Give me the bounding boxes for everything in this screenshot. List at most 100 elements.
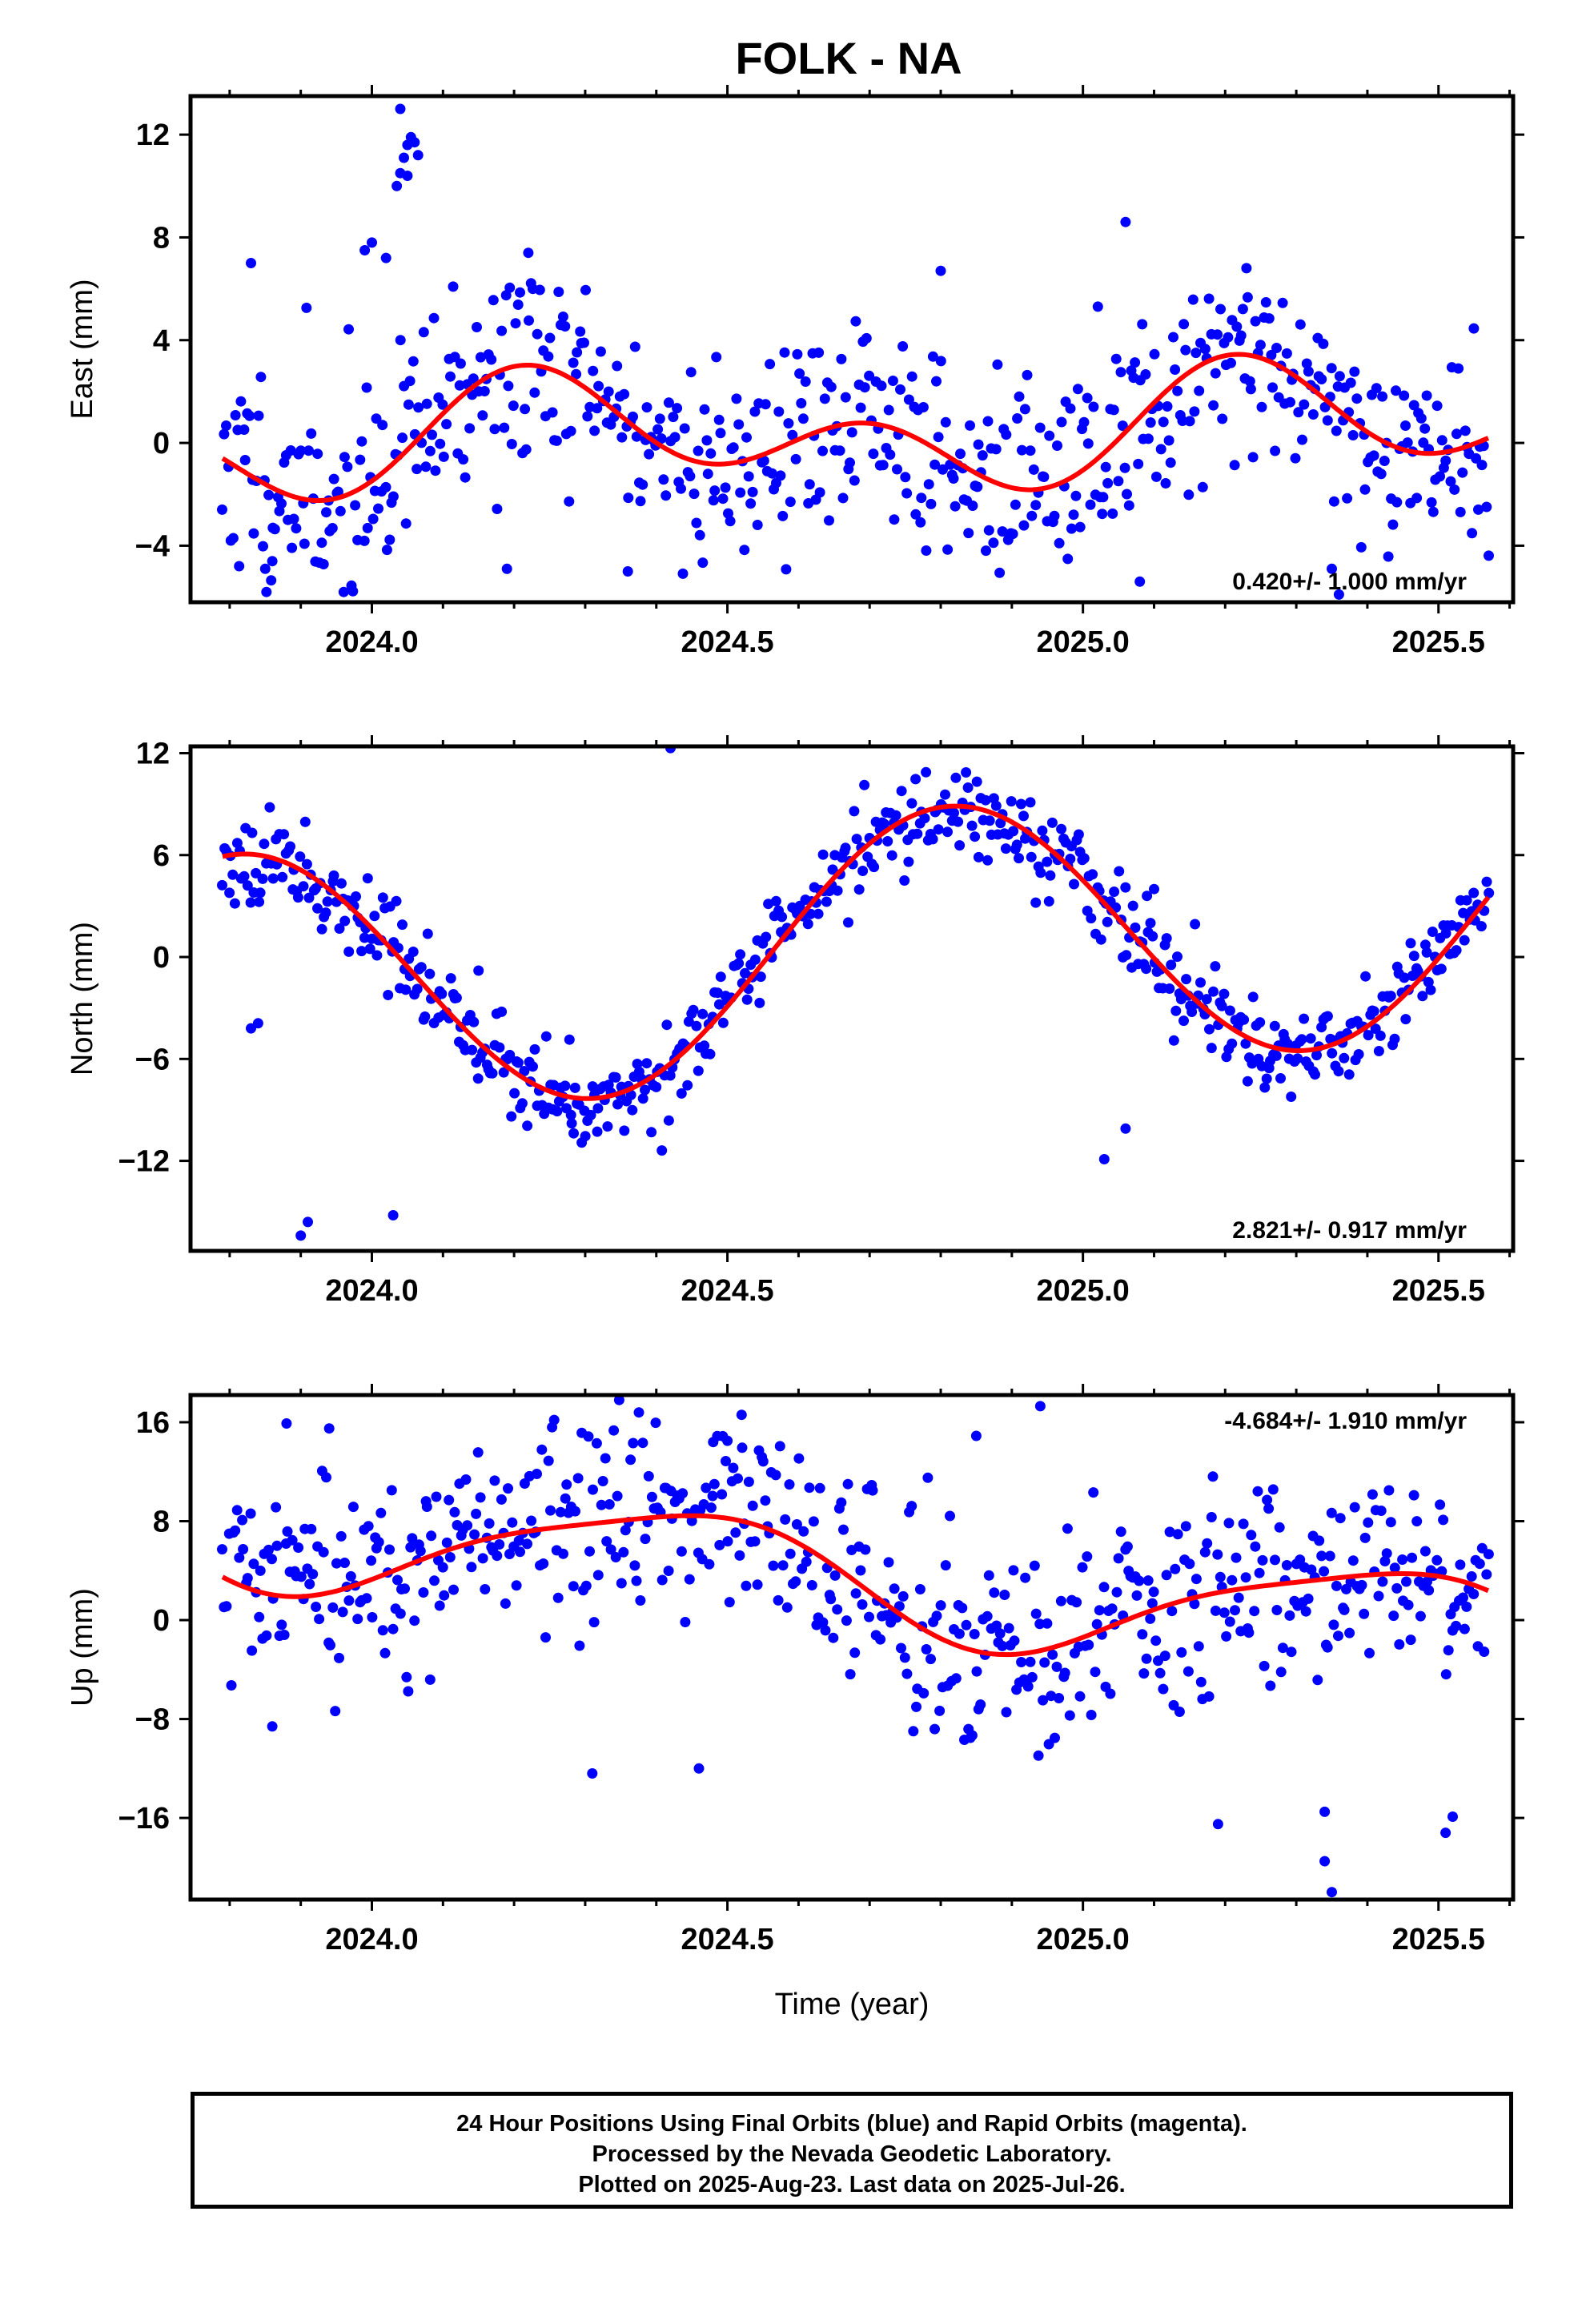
- data-point: [1436, 1566, 1447, 1577]
- data-point: [749, 1536, 761, 1547]
- data-point: [955, 448, 966, 460]
- data-point: [1016, 444, 1027, 456]
- data-point: [676, 1088, 687, 1099]
- data-point: [303, 445, 314, 456]
- data-point: [1074, 521, 1086, 533]
- data-point: [824, 515, 834, 526]
- data-point: [853, 884, 865, 895]
- data-point: [940, 416, 951, 428]
- data-point: [377, 892, 388, 903]
- data-point: [255, 372, 267, 383]
- data-point: [367, 513, 379, 525]
- data-point: [1371, 383, 1382, 394]
- data-point: [499, 422, 510, 433]
- data-point: [730, 1527, 741, 1538]
- data-point: [1221, 1630, 1232, 1642]
- data-point: [589, 425, 600, 436]
- data-point: [867, 1485, 878, 1496]
- data-point: [855, 1565, 866, 1576]
- data-point: [1359, 1608, 1370, 1619]
- data-point: [1123, 500, 1134, 511]
- y-tick-label: 0: [153, 1604, 170, 1638]
- data-point: [917, 402, 929, 412]
- data-point: [982, 416, 994, 427]
- data-point: [1141, 1653, 1152, 1664]
- data-point: [248, 1558, 259, 1570]
- data-point: [643, 1470, 654, 1482]
- data-point: [1203, 1691, 1215, 1702]
- data-point: [1405, 1634, 1416, 1646]
- data-point: [1286, 1092, 1297, 1102]
- data-point: [1379, 456, 1390, 466]
- data-point: [668, 412, 679, 423]
- data-point: [697, 1008, 709, 1019]
- data-point: [480, 1584, 491, 1594]
- data-point: [1483, 1549, 1494, 1560]
- data-point: [574, 1640, 585, 1651]
- data-point: [656, 1574, 668, 1586]
- data-point: [923, 479, 934, 490]
- data-point: [1003, 1622, 1014, 1634]
- data-point: [728, 442, 739, 453]
- data-point: [1009, 1635, 1020, 1647]
- data-point: [548, 1414, 560, 1425]
- data-point: [1166, 1606, 1178, 1617]
- data-point: [983, 1570, 994, 1581]
- data-point: [1333, 589, 1344, 600]
- data-point: [1339, 1052, 1350, 1063]
- data-point: [471, 1508, 482, 1519]
- data-point: [1427, 506, 1439, 517]
- data-point: [651, 1081, 662, 1092]
- data-point: [631, 431, 642, 442]
- data-point: [940, 1560, 951, 1571]
- data-point: [1064, 1710, 1075, 1721]
- data-point: [584, 1546, 595, 1557]
- data-point: [915, 517, 926, 528]
- data-point: [377, 420, 388, 431]
- data-point: [850, 316, 861, 327]
- data-point: [855, 402, 866, 413]
- data-point: [279, 1630, 290, 1640]
- x-tick-label: 2025.0: [1037, 625, 1130, 659]
- data-point: [362, 522, 373, 533]
- data-point: [1073, 829, 1084, 840]
- y-tick-label: −4: [135, 529, 170, 563]
- data-point: [1034, 422, 1046, 433]
- data-point: [1331, 425, 1342, 436]
- data-point: [437, 399, 448, 410]
- data-point: [861, 332, 872, 344]
- data-point: [524, 315, 534, 326]
- data-point: [1373, 1046, 1384, 1056]
- data-point: [798, 1526, 809, 1537]
- data-point: [1142, 891, 1153, 902]
- data-point: [1086, 913, 1097, 924]
- data-point: [569, 1082, 580, 1093]
- data-point: [1100, 461, 1111, 472]
- data-point: [1333, 1630, 1343, 1642]
- data-point: [938, 464, 948, 475]
- data-point: [724, 1597, 735, 1608]
- data-point: [735, 949, 746, 960]
- data-point: [1255, 340, 1266, 351]
- data-point: [1087, 869, 1098, 880]
- data-point: [271, 1540, 283, 1551]
- data-point: [1130, 922, 1141, 933]
- data-point: [705, 1502, 717, 1514]
- data-point: [864, 370, 875, 381]
- data-point: [1120, 216, 1131, 227]
- data-point: [934, 1705, 946, 1716]
- data-point: [1020, 1572, 1031, 1583]
- data-point: [1161, 1570, 1172, 1581]
- data-point: [298, 881, 309, 892]
- x-tick-label: 2025.5: [1392, 625, 1485, 659]
- data-point: [312, 448, 323, 460]
- data-point: [295, 1230, 307, 1241]
- data-point: [304, 1578, 315, 1590]
- data-point: [1025, 797, 1036, 808]
- data-point: [1440, 1827, 1452, 1839]
- data-point: [1172, 951, 1182, 963]
- data-point: [619, 1125, 630, 1136]
- data-point: [779, 347, 790, 358]
- data-point: [445, 371, 456, 382]
- data-point: [413, 402, 424, 413]
